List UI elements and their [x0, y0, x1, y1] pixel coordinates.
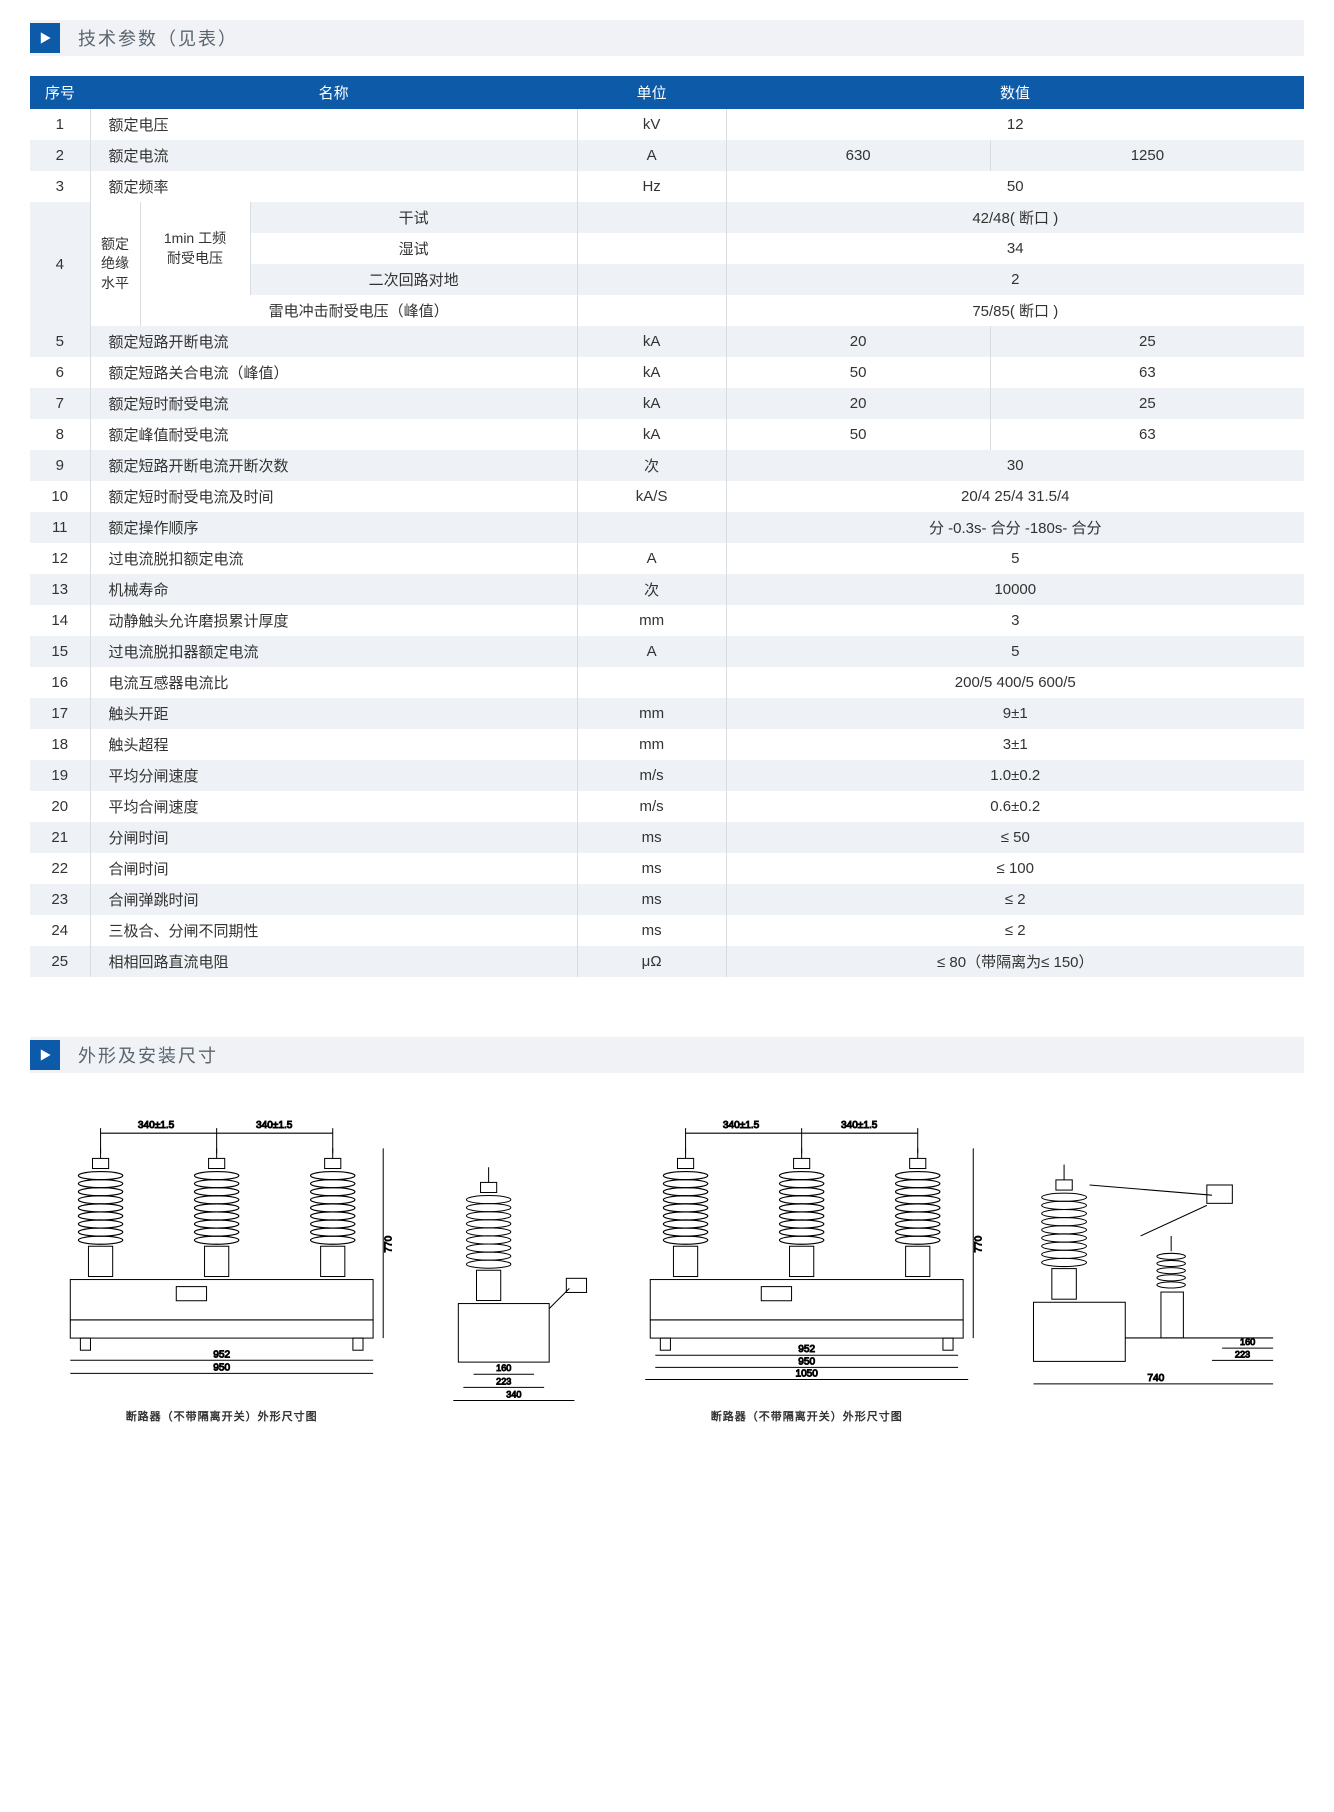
section-header-dims: 外形及安装尺寸: [30, 1037, 1304, 1073]
table-row: 16 电流互感器电流比 200/5 400/5 600/5: [30, 667, 1304, 698]
svg-text:223: 223: [497, 1376, 512, 1386]
svg-text:952: 952: [213, 1349, 230, 1360]
table-header-row: 序号 名称 单位 数值: [30, 76, 1304, 109]
diagram-front-1: 340±1.5 340±1.5: [40, 1113, 403, 1424]
svg-text:740: 740: [1148, 1373, 1165, 1384]
table-row: 6 额定短路关合电流（峰值） kA 50 63: [30, 357, 1304, 388]
svg-text:1050: 1050: [796, 1368, 819, 1379]
table-row: 25 相相回路直流电阻 μΩ ≤ 80（带隔离为≤ 150）: [30, 946, 1304, 977]
table-row: 7 额定短时耐受电流 kA 20 25: [30, 388, 1304, 419]
diagram-side-2: 160 223 740: [1008, 1134, 1294, 1424]
diagram-front-2: 340±1.5 340±1.5 770 952 950 1: [625, 1113, 988, 1424]
table-row: 18 触头超程 mm 3±1: [30, 729, 1304, 760]
th-name: 名称: [90, 76, 577, 109]
table-row: 15 过电流脱扣器额定电流 A 5: [30, 636, 1304, 667]
table-row: 12 过电流脱扣额定电流 A 5: [30, 543, 1304, 574]
svg-text:770: 770: [973, 1235, 984, 1252]
svg-text:340±1.5: 340±1.5: [841, 1120, 878, 1131]
table-row: 13 机械寿命 次 10000: [30, 574, 1304, 605]
svg-text:340±1.5: 340±1.5: [138, 1120, 175, 1131]
svg-text:950: 950: [213, 1362, 230, 1373]
diagram-area: 340±1.5 340±1.5: [30, 1113, 1304, 1424]
th-value: 数值: [726, 76, 1304, 109]
th-idx: 序号: [30, 76, 90, 109]
table-row: 21 分闸时间 ms ≤ 50: [30, 822, 1304, 853]
svg-text:770: 770: [383, 1235, 394, 1252]
table-row: 4 额定 绝缘 水平 1min 工频 耐受电压 干试 42/48( 断口 ): [30, 202, 1304, 233]
svg-text:340±1.5: 340±1.5: [723, 1120, 760, 1131]
diagram-side-1: 160 223 340: [423, 1137, 605, 1424]
group-label-insulation: 额定 绝缘 水平: [90, 202, 140, 326]
table-row: 8 额定峰值耐受电流 kA 50 63: [30, 419, 1304, 450]
table-row: 1 额定电压 kV 12: [30, 109, 1304, 140]
svg-text:160: 160: [1240, 1337, 1255, 1347]
play-icon: [30, 1040, 60, 1070]
th-unit: 单位: [577, 76, 726, 109]
table-row: 雷电冲击耐受电压（峰值） 75/85( 断口 ): [30, 295, 1304, 326]
diagram-caption: 断路器（不带隔离开关）外形尺寸图: [40, 1408, 403, 1424]
svg-text:223: 223: [1235, 1349, 1250, 1359]
spec-table: 序号 名称 单位 数值 1 额定电压 kV 12 2 额定电流 A 630 12…: [30, 76, 1304, 977]
table-row: 11 额定操作顺序 分 -0.3s- 合分 -180s- 合分: [30, 512, 1304, 543]
table-row: 20 平均合闸速度 m/s 0.6±0.2: [30, 791, 1304, 822]
table-row: 23 合闸弹跳时间 ms ≤ 2: [30, 884, 1304, 915]
table-row: 24 三极合、分闸不同期性 ms ≤ 2: [30, 915, 1304, 946]
svg-text:340: 340: [507, 1389, 522, 1399]
section-title-dims: 外形及安装尺寸: [78, 1042, 218, 1068]
table-row: 2 额定电流 A 630 1250: [30, 140, 1304, 171]
section-title-params: 技术参数（见表）: [78, 25, 238, 51]
table-row: 10 额定短时耐受电流及时间 kA/S 20/4 25/4 31.5/4: [30, 481, 1304, 512]
diagram-caption: 断路器（不带隔离开关）外形尺寸图: [625, 1408, 988, 1424]
svg-text:950: 950: [798, 1356, 815, 1367]
table-row: 5 额定短路开断电流 kA 20 25: [30, 326, 1304, 357]
group-label-1min: 1min 工频 耐受电压: [140, 202, 250, 295]
table-row: 9 额定短路开断电流开断次数 次 30: [30, 450, 1304, 481]
table-row: 19 平均分闸速度 m/s 1.0±0.2: [30, 760, 1304, 791]
table-row: 14 动静触头允许磨损累计厚度 mm 3: [30, 605, 1304, 636]
play-icon: [30, 23, 60, 53]
section-header-params: 技术参数（见表）: [30, 20, 1304, 56]
table-row: 17 触头开距 mm 9±1: [30, 698, 1304, 729]
svg-text:340±1.5: 340±1.5: [256, 1120, 293, 1131]
svg-text:952: 952: [798, 1344, 815, 1355]
table-row: 22 合闸时间 ms ≤ 100: [30, 853, 1304, 884]
table-row: 3 额定频率 Hz 50: [30, 171, 1304, 202]
svg-text:160: 160: [497, 1363, 512, 1373]
